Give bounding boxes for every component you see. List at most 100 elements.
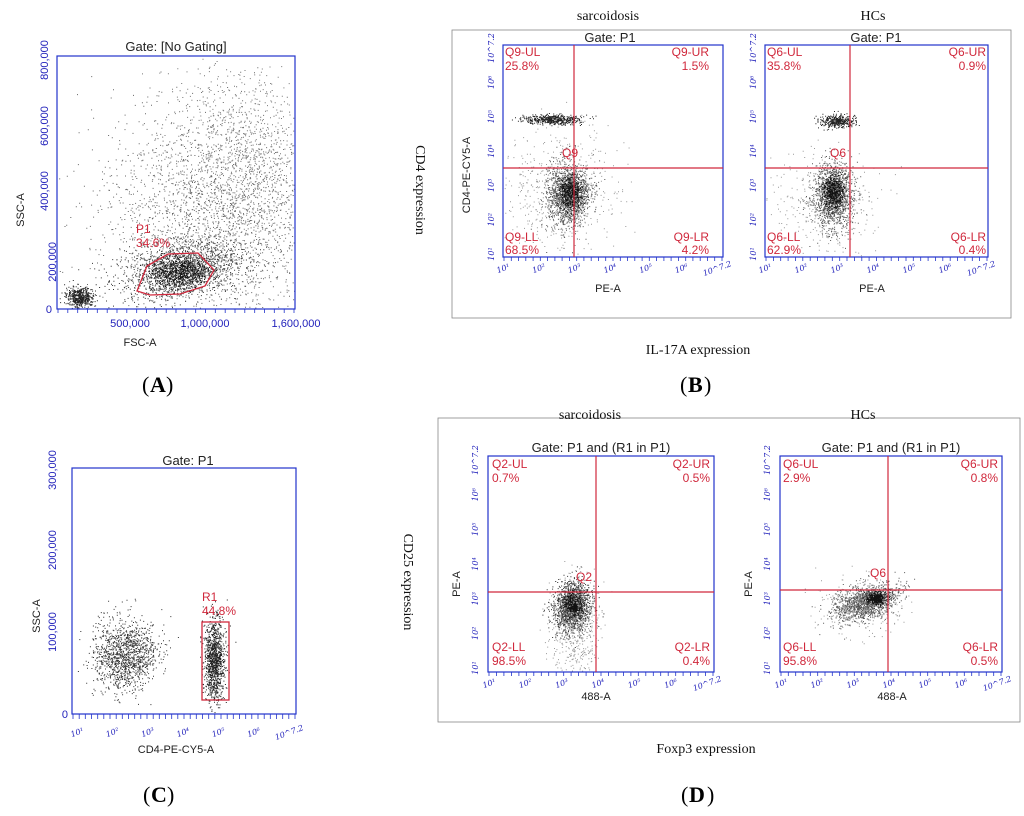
region-p1-name: P1 — [136, 222, 151, 236]
ytick-d1-2: 10⁵ — [471, 522, 480, 536]
ytick-a-1: 200,000 — [47, 242, 59, 282]
ytick-b2-5: 10² — [749, 213, 758, 226]
dots-c-left — [77, 598, 179, 706]
xtick-b2-0: 10¹ — [757, 262, 773, 275]
gate-title-d2: Gate: P1 and (R1 in P1) — [822, 440, 961, 455]
xtick-d1-0: 10¹ — [481, 677, 497, 690]
xtick-b1-4: 10⁵ — [638, 262, 654, 275]
xtick-b1-3: 10⁴ — [602, 262, 618, 275]
q-d2-ll-pct: 95.8% — [783, 654, 817, 668]
xtick-d2-1: 10² — [809, 677, 825, 690]
panel-label-c-open: ( — [143, 782, 150, 807]
r1-gate-rect — [201, 621, 230, 701]
q-d1-center: Q2 — [576, 570, 592, 584]
panel-c: Gate: P1 0 100,000 200,000 300,000 CD4-P… — [31, 450, 297, 756]
xtick-d2-5: 10⁶ — [953, 677, 969, 690]
xtick-b1-1: 10² — [531, 262, 547, 275]
ytick-b2-3: 10⁴ — [749, 144, 758, 157]
panel-label-a-open: ( — [142, 372, 149, 397]
q-d1-ur-pct: 0.5% — [683, 471, 711, 485]
tickmarks-d2-x — [780, 672, 1002, 676]
xlabel-b2: PE-A — [859, 283, 885, 295]
ytick-d2-2: 10⁵ — [763, 522, 772, 536]
xlabel-outer-b: IL-17A expression — [646, 343, 751, 358]
ytick-b1-0: 10^7.2 — [487, 33, 496, 63]
q-b2-lr-name: Q6-LR — [951, 230, 987, 244]
xtick-b2-5: 10⁶ — [937, 262, 953, 275]
plot-frame-b1 — [502, 44, 724, 258]
xtick-c-0: 10¹ — [69, 726, 85, 739]
xtick-d2-6: 10^7.2 — [982, 674, 1013, 693]
ytick-a-4: 800,000 — [39, 40, 51, 80]
panel-label-a-close: ) — [166, 372, 173, 397]
panel-label-a: A — [150, 372, 166, 397]
xlabel-c: CD4-PE-CY5-A — [138, 744, 215, 756]
q-b2-ll-name: Q6-LL — [767, 230, 801, 244]
q-b1-lr-name: Q9-LR — [674, 230, 710, 244]
ytick-b2-2: 10⁵ — [749, 109, 758, 123]
group-title-d-1: HCs — [851, 408, 876, 423]
q-d2-ul-pct: 2.9% — [783, 471, 811, 485]
p1-gate-polygon — [136, 252, 215, 296]
ytick-d1-3: 10⁴ — [471, 557, 480, 570]
xtick-d1-4: 10⁵ — [627, 677, 643, 690]
ytick-d1-1: 10⁶ — [471, 487, 480, 501]
panel-label-b-open: ( — [680, 372, 687, 397]
dots-d2-main — [811, 571, 916, 640]
gate-title-a: Gate: [No Gating] — [125, 39, 226, 54]
q-b1-ul-pct: 25.8% — [505, 59, 539, 73]
panel-b: sarcoidosis HCs CD4 expression IL-17A ex… — [412, 9, 1012, 358]
tickmarks-d1-x — [488, 672, 714, 676]
q-d2-lr-pct: 0.5% — [971, 654, 999, 668]
scatter-dots — [59, 58, 916, 714]
q-d2-ll-name: Q6-LL — [783, 640, 817, 654]
ytick-b1-4: 10³ — [487, 179, 496, 192]
ytick-d2-4: 10³ — [763, 592, 772, 605]
panel-b-border — [451, 29, 1012, 319]
tickmarks-b1-x — [503, 257, 723, 261]
xtick-b2-6: 10^7.2 — [966, 259, 997, 278]
q-b2-lr-pct: 0.4% — [959, 243, 987, 257]
xtick-a-2: 1,600,000 — [272, 318, 321, 330]
ylabel-d2: PE-A — [743, 571, 755, 597]
gate-title-b1: Gate: P1 — [584, 30, 635, 45]
panel-label-c-close: ) — [167, 782, 174, 807]
xtick-c-2: 10³ — [140, 726, 156, 739]
ytick-a-3: 600,000 — [39, 106, 51, 146]
q-b1-ll-name: Q9-LL — [505, 230, 539, 244]
dots-b1-core — [553, 167, 597, 216]
ytick-b1-5: 10² — [487, 213, 496, 226]
q-d1-ul-pct: 0.7% — [492, 471, 520, 485]
dots-b1-lower — [530, 145, 606, 254]
q-b1-ur-name: Q9-UR — [672, 45, 710, 59]
ytick-b2-4: 10³ — [749, 179, 758, 192]
xlabel-d2: 488-A — [877, 691, 907, 703]
ytick-c-0: 0 — [62, 709, 68, 721]
dots-b1-upper — [511, 113, 597, 127]
xtick-d2-4: 10⁵ — [917, 677, 933, 690]
panel-a: Gate: [No Gating] 0 200,000 400,000 600,… — [15, 39, 320, 349]
q-d2-ur-pct: 0.8% — [971, 471, 999, 485]
q-d1-ll-name: Q2-LL — [492, 640, 526, 654]
ytick-a-0: 0 — [46, 304, 52, 316]
xtick-c-5: 10⁶ — [246, 726, 262, 739]
q-d2-ur-name: Q6-UR — [961, 457, 999, 471]
q-d2-center: Q6 — [870, 566, 886, 580]
xtick-d1-3: 10⁴ — [590, 677, 606, 690]
ytick-c-2: 200,000 — [47, 530, 59, 570]
ylabel-c: SSC-A — [31, 599, 43, 633]
q-b1-center: Q9 — [562, 146, 578, 160]
xtick-b1-5: 10⁶ — [674, 262, 690, 275]
panel-label-b: B — [688, 372, 703, 397]
xtick-c-4: 10⁵ — [211, 726, 227, 739]
panel-d-border — [437, 417, 1021, 723]
ytick-c-1: 100,000 — [47, 612, 59, 652]
xlabel-a: FSC-A — [124, 337, 158, 349]
dots-a-spread — [59, 63, 296, 309]
q-d2-lr-name: Q6-LR — [963, 640, 999, 654]
q-b2-ul-name: Q6-UL — [767, 45, 803, 59]
ytick-c-3: 300,000 — [47, 450, 59, 490]
xtick-b2-3: 10⁴ — [865, 262, 881, 275]
xtick-b2-4: 10⁵ — [901, 262, 917, 275]
